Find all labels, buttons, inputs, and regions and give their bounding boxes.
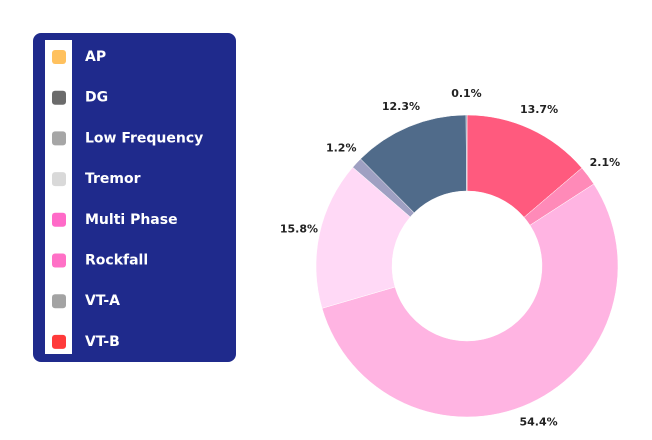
legend-swatch [52,294,66,309]
slice-label: 54.4% [519,415,557,428]
donut-slice [465,114,468,192]
legend-label: Rockfall [85,253,148,269]
legend-panel [33,33,236,362]
slice-label: 13.7% [520,103,558,116]
legend-label: Low Frequency [85,130,203,146]
legend-swatch [52,253,66,268]
legend-swatch [52,131,66,146]
legend-swatch [52,50,66,64]
legend-label: VT-B [85,334,120,350]
legend-label: VT-A [85,293,120,309]
legend-label: Tremor [85,171,141,187]
donut-slice [321,183,619,418]
slice-label: 0.1% [451,87,482,100]
legend-swatch [52,172,66,187]
legend-label: DG [85,90,108,106]
slice-label: 2.1% [590,156,621,169]
legend-label: Multi Phase [85,212,178,228]
legend-swatch [52,334,66,349]
slice-label: 12.3% [382,100,420,113]
slice-label: 15.8% [280,222,318,235]
legend-swatch [52,212,66,227]
legend-swatch [52,90,66,105]
legend-label: AP [85,49,106,65]
slice-label: 1.2% [326,142,357,155]
